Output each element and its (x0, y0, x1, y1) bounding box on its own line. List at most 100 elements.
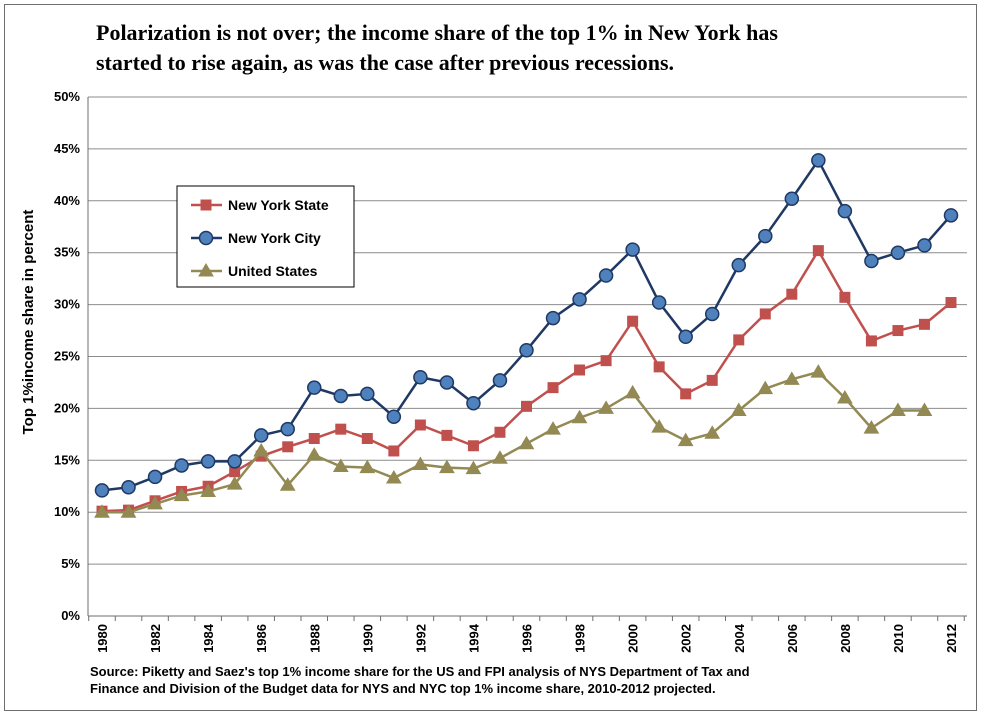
data-point-circle (943, 208, 959, 223)
data-point-triangle (198, 263, 214, 277)
data-point-triangle (385, 469, 402, 484)
data-point-circle (917, 238, 932, 253)
data-point-square (414, 419, 426, 431)
data-point-triangle (279, 477, 296, 491)
y-tick-label: 0% (61, 608, 80, 623)
data-point-circle (545, 310, 561, 326)
data-point-triangle (624, 384, 641, 399)
data-point-square (600, 355, 612, 367)
data-point-triangle (518, 435, 535, 450)
series-group (94, 153, 959, 518)
y-tick-label: 50% (54, 89, 80, 104)
data-point-circle (360, 386, 375, 402)
data-point-circle (174, 458, 189, 473)
data-point-triangle (890, 402, 906, 416)
data-point-triangle (492, 450, 508, 464)
y-tick-label: 45% (54, 141, 80, 156)
y-tick-label: 5% (61, 556, 80, 571)
data-point-circle (678, 329, 693, 345)
chart-title-line-1: Polarization is not over; the income sha… (96, 20, 778, 45)
legend-item: New York City (191, 230, 321, 246)
data-point-triangle (94, 504, 110, 518)
data-point-circle (121, 480, 136, 495)
data-point-triangle (916, 402, 933, 416)
data-point-circle (227, 454, 242, 469)
data-point-square (812, 245, 824, 257)
x-tick-label: 2000 (626, 624, 641, 653)
data-point-triangle (226, 476, 243, 490)
data-point-square (945, 297, 957, 309)
chart-title: Polarization is not over; the income sha… (96, 18, 956, 78)
data-point-triangle (783, 371, 800, 385)
source-note: Source: Piketty and Saez's top 1% income… (90, 663, 970, 697)
data-point-circle (864, 253, 879, 269)
data-point-square (308, 433, 320, 445)
y-axis: 0% 5% 10% 15% 20% 25% 30% 35% 40% 45% 50% (54, 89, 89, 623)
data-point-square (282, 441, 294, 453)
data-point-circle (253, 428, 269, 443)
data-point-square (441, 429, 453, 441)
x-tick-label: 1982 (148, 624, 163, 653)
data-point-circle (466, 395, 481, 411)
x-tick-label: 1990 (360, 624, 375, 653)
data-point-triangle (757, 380, 774, 395)
data-point-triangle (332, 458, 349, 473)
data-point-circle (625, 242, 640, 257)
data-point-triangle (810, 364, 827, 378)
data-point-triangle (651, 419, 668, 433)
y-tick-label: 20% (54, 400, 80, 415)
data-point-circle (200, 454, 216, 469)
data-point-circle (572, 292, 587, 307)
data-point-triangle (863, 420, 880, 434)
y-tick-label: 40% (54, 193, 80, 208)
data-point-circle (386, 409, 402, 424)
data-point-square (574, 364, 586, 376)
data-point-circle (147, 469, 163, 485)
data-point-triangle (147, 495, 163, 510)
x-tick-label: 2002 (679, 624, 694, 653)
data-point-triangle (598, 400, 614, 414)
data-point-triangle (306, 447, 323, 461)
data-point-square (200, 199, 212, 211)
data-point-square (706, 374, 718, 386)
data-point-triangle (837, 390, 853, 404)
data-point-circle (731, 257, 746, 273)
data-point-square (335, 423, 347, 435)
data-point-triangle (120, 504, 137, 518)
data-point-circle (280, 421, 295, 437)
x-axis: 1980 1982 1984 1986 1988 1990 1992 1994 1996 1998… (88, 615, 967, 653)
series-line (102, 370, 925, 514)
data-point-circle (333, 388, 349, 404)
data-point-square (733, 334, 745, 346)
data-point-circle (519, 343, 534, 358)
data-point-triangle (439, 459, 455, 474)
data-point-square (467, 440, 479, 452)
data-point-square (361, 433, 373, 445)
data-point-circle (413, 370, 428, 385)
chart-frame (4, 4, 977, 711)
data-point-circle (890, 245, 906, 260)
data-point-circle (598, 268, 614, 283)
source-line-1: Source: Piketty and Saez's top 1% income… (90, 664, 750, 679)
data-point-triangle (465, 460, 482, 475)
y-tick-label: 10% (54, 504, 80, 519)
data-point-triangle (253, 442, 270, 457)
data-point-circle (307, 380, 322, 395)
data-point-triangle (412, 456, 429, 470)
x-tick-label: 1996 (520, 624, 535, 653)
x-tick-label: 2004 (732, 623, 747, 653)
x-tick-label: 1998 (573, 624, 588, 653)
data-point-triangle (730, 402, 747, 416)
x-tick-label: 1988 (307, 624, 322, 653)
x-tick-label: 2008 (838, 624, 853, 653)
data-point-square (494, 426, 506, 438)
data-point-triangle (677, 432, 694, 447)
data-point-circle (198, 230, 214, 246)
data-point-square (918, 318, 930, 330)
x-tick-label: 2010 (891, 624, 906, 653)
legend-label: United States (228, 263, 318, 279)
data-point-triangle (359, 459, 376, 474)
y-tick-label: 30% (54, 297, 80, 312)
legend: New York State New York City United States (176, 185, 355, 288)
